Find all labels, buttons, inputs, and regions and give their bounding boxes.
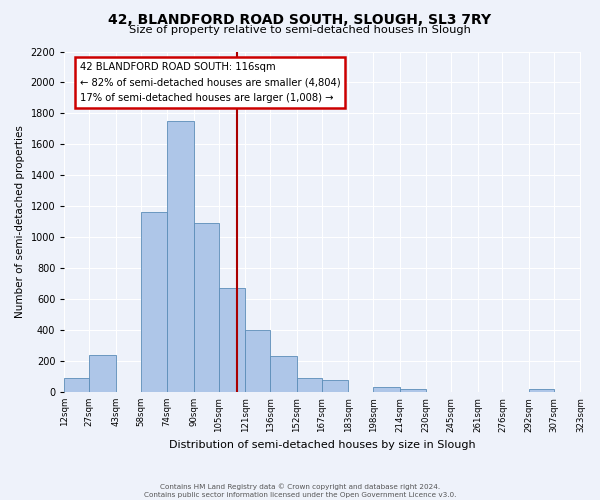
Bar [322, 380, 348, 392]
Bar [89, 355, 116, 392]
Bar [245, 330, 270, 392]
Text: Contains HM Land Registry data © Crown copyright and database right 2024.
Contai: Contains HM Land Registry data © Crown c… [144, 484, 456, 498]
Bar [194, 224, 218, 392]
Text: 42, BLANDFORD ROAD SOUTH, SLOUGH, SL3 7RY: 42, BLANDFORD ROAD SOUTH, SLOUGH, SL3 7R… [109, 12, 491, 26]
Bar [296, 378, 322, 392]
Bar [400, 389, 426, 392]
Bar [373, 386, 400, 392]
Bar [64, 378, 89, 392]
Text: 42 BLANDFORD ROAD SOUTH: 116sqm
← 82% of semi-detached houses are smaller (4,804: 42 BLANDFORD ROAD SOUTH: 116sqm ← 82% of… [80, 62, 340, 103]
Bar [140, 212, 167, 392]
X-axis label: Distribution of semi-detached houses by size in Slough: Distribution of semi-detached houses by … [169, 440, 476, 450]
Bar [167, 121, 194, 392]
Text: Size of property relative to semi-detached houses in Slough: Size of property relative to semi-detach… [129, 25, 471, 35]
Bar [270, 356, 296, 392]
Y-axis label: Number of semi-detached properties: Number of semi-detached properties [15, 126, 25, 318]
Bar [218, 288, 245, 392]
Bar [529, 389, 554, 392]
